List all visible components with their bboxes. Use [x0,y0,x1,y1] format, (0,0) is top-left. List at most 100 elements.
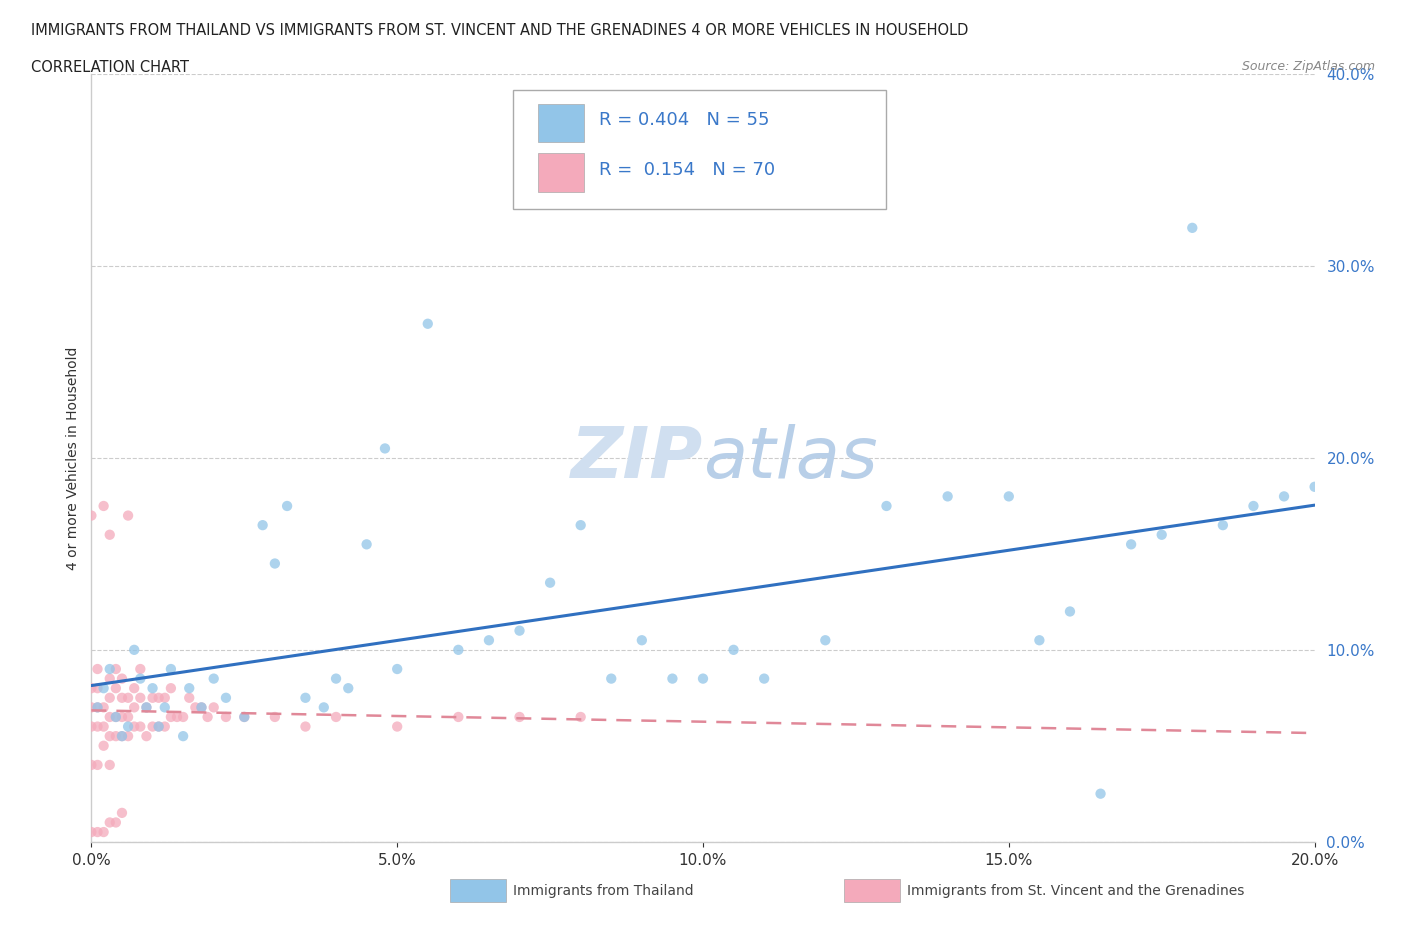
Point [98,671,121,686]
Bar [538,153,585,192]
Text: ZIP: ZIP [571,423,703,493]
Point [141,690,163,705]
Point [98,527,121,542]
Point [385,661,409,676]
Point [875,498,898,513]
Point [1243,498,1265,513]
Point [1181,220,1204,235]
Point [129,690,152,705]
Point [86,757,108,772]
Text: Immigrants from St. Vincent and the Grenadines: Immigrants from St. Vincent and the Gren… [907,884,1244,898]
Point [86,719,108,734]
Point [98,661,121,676]
Point [569,518,592,533]
Text: CORRELATION CHART: CORRELATION CHART [31,60,188,75]
Point [374,441,396,456]
Y-axis label: 4 or more Vehicles in Household: 4 or more Vehicles in Household [66,346,80,570]
Point [723,643,745,658]
Bar [538,103,585,142]
Point [93,700,115,715]
Point [166,710,188,724]
Point [111,710,134,724]
Point [86,681,108,696]
Point [215,690,238,705]
Point [160,661,183,676]
Point [215,710,238,724]
Point [122,643,145,658]
Point [148,690,170,705]
Point [1090,786,1112,801]
Point [184,700,207,715]
Point [1121,537,1143,551]
Point [936,489,959,504]
Point [117,508,139,523]
Point [117,729,139,744]
Point [276,498,298,513]
Point [160,681,183,696]
Point [104,710,127,724]
Point [252,518,274,533]
Text: atlas: atlas [703,423,877,493]
Point [233,710,256,724]
Point [631,632,654,647]
Text: R =  0.154   N = 70: R = 0.154 N = 70 [599,161,775,179]
Point [135,729,157,744]
Point [197,710,219,724]
Point [93,719,115,734]
Point [93,498,115,513]
Point [447,710,470,724]
Point [93,825,115,840]
Point [661,671,683,686]
Point [122,681,145,696]
Point [117,690,139,705]
Point [80,681,103,696]
Point [569,710,592,724]
Text: IMMIGRANTS FROM THAILAND VS IMMIGRANTS FROM ST. VINCENT AND THE GRENADINES 4 OR : IMMIGRANTS FROM THAILAND VS IMMIGRANTS F… [31,23,969,38]
Point [129,671,152,686]
Text: Source: ZipAtlas.com: Source: ZipAtlas.com [1241,60,1375,73]
Point [153,690,176,705]
Point [98,690,121,705]
Point [202,700,225,715]
Point [1150,527,1173,542]
Point [1303,479,1326,494]
Point [80,508,103,523]
Point [294,719,316,734]
Point [141,719,163,734]
Point [111,805,134,820]
Point [294,690,316,705]
Point [104,815,127,830]
Point [122,700,145,715]
Point [148,719,170,734]
Point [1059,604,1081,619]
Point [122,719,145,734]
Text: Immigrants from Thailand: Immigrants from Thailand [513,884,693,898]
Point [478,632,501,647]
Point [86,661,108,676]
Point [1272,489,1295,504]
Point [86,700,108,715]
FancyBboxPatch shape [513,90,886,208]
Point [141,681,163,696]
Point [325,710,347,724]
Point [1028,632,1050,647]
Point [111,729,134,744]
Point [104,729,127,744]
Point [98,710,121,724]
Point [111,729,134,744]
Point [129,719,152,734]
Point [356,537,378,551]
Point [312,700,335,715]
Text: R = 0.404   N = 55: R = 0.404 N = 55 [599,112,769,129]
Point [117,719,139,734]
Point [179,690,201,705]
Point [86,825,108,840]
Point [202,671,225,686]
Point [179,681,201,696]
Point [117,710,139,724]
Point [80,757,103,772]
Point [998,489,1021,504]
Point [1212,518,1234,533]
Point [135,700,157,715]
Point [172,710,194,724]
